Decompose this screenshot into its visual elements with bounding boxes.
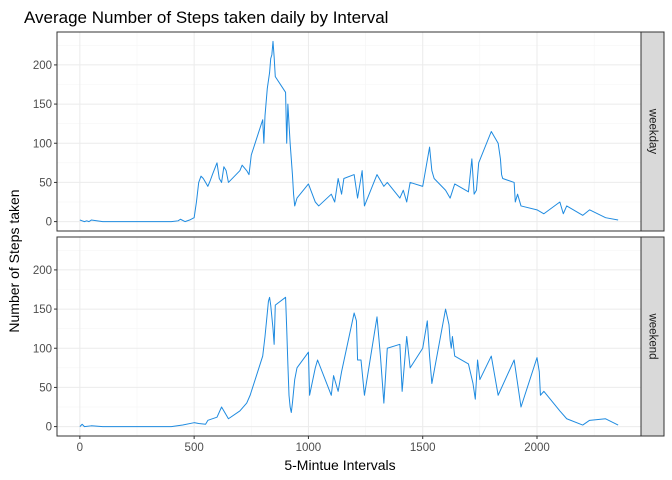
- panel-weekday: 0 50 100 150 200 weekday: [33, 31, 665, 232]
- facet-strip-label: weekend: [647, 312, 659, 359]
- facet-strip: [640, 31, 665, 232]
- y-tick-label: 100: [33, 138, 52, 150]
- facet-strip: [640, 236, 665, 437]
- panel-weekend: 0 50 100 150 200 weekend: [33, 236, 665, 437]
- series-line-weekday: [79, 40, 619, 223]
- y-axis-title: Number of Steps taken: [6, 189, 22, 332]
- panel-background: [57, 32, 641, 231]
- y-tick-label: 200: [33, 265, 52, 277]
- y-tick-label: 200: [33, 60, 52, 72]
- x-tick-label: 1000: [296, 442, 322, 454]
- x-axis-title: 5-Mintue Intervals: [284, 457, 395, 473]
- x-tick-label: 1500: [410, 442, 436, 454]
- y-tick-label: 50: [39, 177, 52, 189]
- x-axis: 0 500 1000 1500 2000: [77, 436, 550, 454]
- chart-title: Average Number of Steps taken daily by I…: [24, 8, 388, 27]
- y-tick-label: 0: [46, 217, 52, 229]
- facet-strip-label: weekday: [647, 108, 659, 155]
- x-tick-label: 2000: [524, 442, 550, 454]
- y-tick-label: 150: [33, 304, 52, 316]
- y-tick-label: 50: [39, 382, 52, 394]
- x-tick-label: 500: [185, 442, 204, 454]
- y-tick-label: 100: [33, 343, 52, 355]
- y-tick-label: 0: [46, 422, 52, 434]
- x-tick-label: 0: [77, 442, 83, 454]
- y-tick-label: 150: [33, 99, 52, 111]
- facet-panels: 0 50 100 150 200 weekday 0 50 100 150 200 weekend: [33, 31, 665, 437]
- series-line-weekend: [79, 296, 619, 428]
